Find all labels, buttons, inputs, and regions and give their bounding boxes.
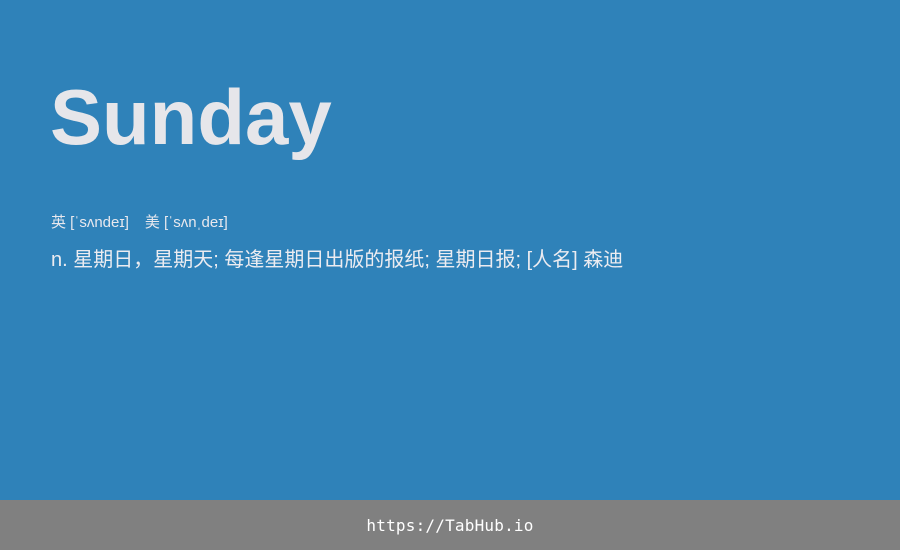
phonetics-row: 英 [ˈsʌndeɪ] 美 [ˈsʌnˌdeɪ] <box>51 212 228 234</box>
word-card: Sunday 英 [ˈsʌndeɪ] 美 [ˈsʌnˌdeɪ] n. 星期日，星期… <box>50 73 624 271</box>
footer-link[interactable]: https://TabHub.io <box>366 515 534 535</box>
phonetic-us: 美 [ˈsʌnˌdeɪ] <box>144 214 228 231</box>
phonetic-uk: 英 [ˈsʌndeɪ] <box>51 214 129 231</box>
footer-bar: https://TabHub.io <box>0 500 900 550</box>
definition-text: n. 星期日，星期天; 每逢星期日出版的报纸; 星期日报; [人名] 森迪 <box>51 249 624 271</box>
word-title: Sunday <box>50 73 332 161</box>
